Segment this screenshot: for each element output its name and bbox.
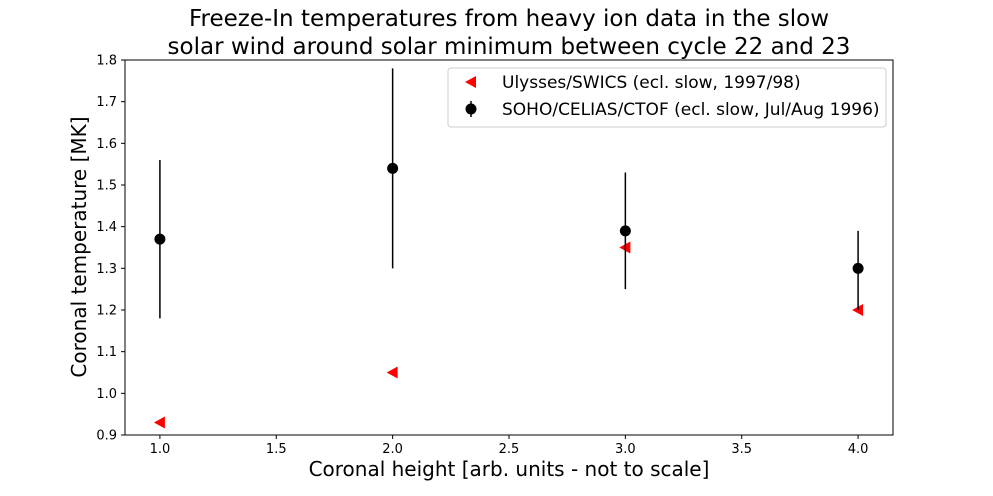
x-tick-label: 2.5	[499, 442, 520, 457]
x-tick-label: 3.5	[731, 442, 752, 457]
y-tick-label: 1.2	[96, 304, 117, 319]
x-tick-label: 4.0	[848, 442, 869, 457]
y-tick-label: 1.1	[96, 345, 117, 360]
y-axis-label: Coronal temperature [MK]	[67, 116, 91, 377]
y-tick-label: 0.9	[96, 429, 117, 444]
x-tick-label: 1.0	[150, 442, 171, 457]
x-tick-label: 1.5	[266, 442, 287, 457]
y-tick-label: 1.7	[96, 95, 117, 110]
legend: Ulysses/SWICS (ecl. slow, 1997/98) SOHO/…	[447, 67, 887, 128]
chart-title-line-2: solar wind around solar minimum between …	[168, 34, 851, 60]
x-tick-label: 2.0	[382, 442, 403, 457]
ulysses-point	[153, 416, 165, 429]
soho-point	[852, 262, 864, 274]
y-tick-label: 1.4	[96, 220, 117, 235]
plot-area: 1.0 1.5 2.0 2.5 3.0 3.5 4.0 0.9 1.0 1.1 1.2 1.3 1.4 1…	[96, 54, 894, 457]
soho-point	[619, 225, 631, 237]
soho-point	[154, 233, 166, 245]
y-tick-label: 1.8	[96, 54, 117, 69]
legend-marker-ulysses	[465, 76, 476, 88]
y-tick-label: 1.5	[96, 179, 117, 194]
chart-title-line-1: Freeze-In temperatures from heavy ion da…	[189, 6, 829, 32]
legend-marker-soho	[465, 103, 477, 115]
y-tick-label: 1.3	[96, 262, 117, 277]
x-tick-label: 3.0	[615, 442, 636, 457]
legend-box	[447, 67, 887, 128]
ulysses-point	[386, 366, 398, 379]
legend-label-ulysses: Ulysses/SWICS (ecl. slow, 1997/98)	[502, 73, 801, 93]
soho-point	[387, 162, 399, 174]
x-axis-label: Coronal height [arb. units - not to scal…	[309, 457, 710, 481]
y-tick-label: 1.0	[96, 387, 117, 402]
y-tick-label: 1.6	[96, 137, 117, 152]
legend-label-soho: SOHO/CELIAS/CTOF (ecl. slow, Jul/Aug 199…	[502, 100, 880, 120]
